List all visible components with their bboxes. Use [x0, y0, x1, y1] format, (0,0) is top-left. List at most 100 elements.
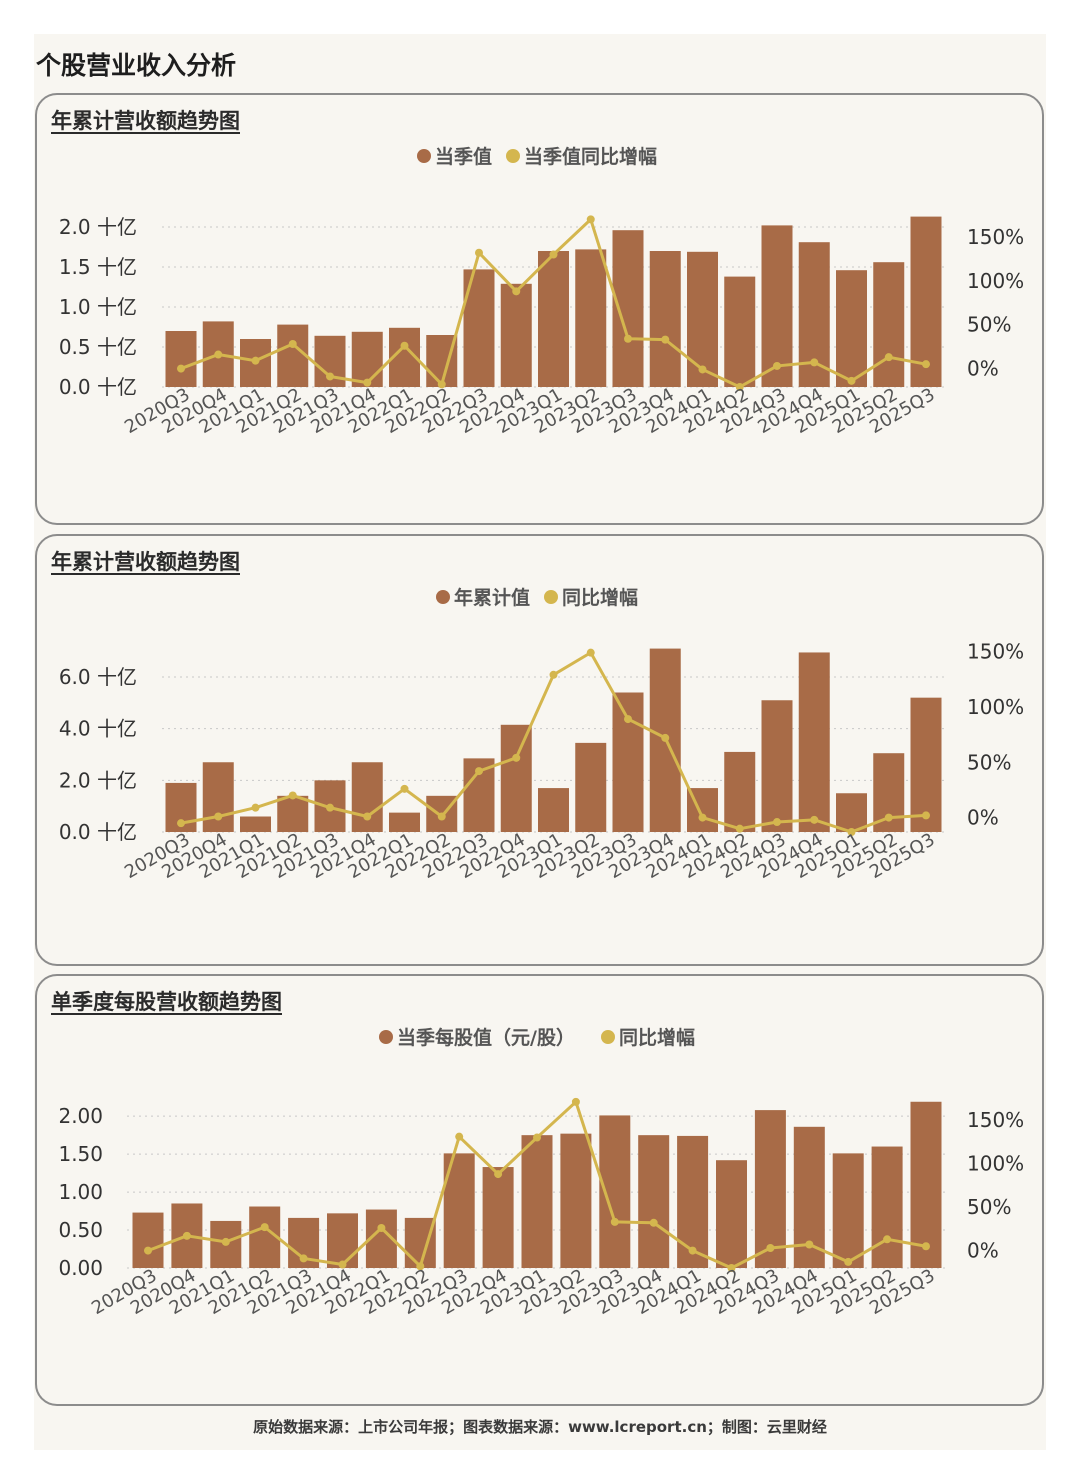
growth-point-2023Q2 [571, 1097, 580, 1106]
growth-point-2023Q1 [533, 1133, 541, 1142]
y-axis-left-tick: 0.0 十亿 [59, 820, 137, 844]
y-axis-left-tick: 0.0 十亿 [59, 375, 137, 399]
growth-point-2022Q3 [455, 1132, 464, 1141]
bar-2024Q2 [724, 751, 756, 832]
bar-2023Q2 [560, 1133, 592, 1268]
chart-title: 年累计营收额趋势图 [51, 550, 240, 574]
growth-point-2021Q3 [326, 803, 334, 812]
bar-2022Q1 [389, 812, 420, 832]
bar-2024Q2 [716, 1160, 747, 1268]
bar-2021Q2 [277, 324, 309, 387]
chart-title: 年累计营收额趋势图 [51, 109, 240, 133]
growth-point-2021Q2 [288, 340, 297, 348]
growth-point-2021Q4 [338, 1260, 347, 1269]
growth-point-2021Q4 [363, 812, 372, 821]
growth-point-2024Q2 [727, 1264, 736, 1272]
y-axis-right-tick: 0% [967, 1239, 999, 1263]
growth-point-2025Q3 [922, 811, 930, 820]
growth-point-2020Q4 [182, 1231, 191, 1240]
bar-2024Q1 [687, 251, 718, 387]
growth-point-2023Q4 [649, 1218, 658, 1227]
y-axis-right-tick: 50% [967, 313, 1011, 337]
growth-point-2021Q4 [363, 378, 372, 387]
growth-point-2022Q2 [437, 812, 446, 821]
growth-point-2024Q4 [810, 815, 819, 824]
bar-2021Q4 [327, 1213, 358, 1268]
y-axis-right-tick: 0% [967, 806, 999, 830]
y-axis-left-tick: 2.00 [58, 1104, 103, 1128]
growth-point-2025Q2 [883, 1235, 892, 1244]
legend-swatch-line [506, 149, 520, 163]
growth-point-2024Q1 [688, 1246, 697, 1255]
growth-point-2020Q4 [214, 350, 223, 359]
legend-label-line: 同比增幅 [562, 586, 638, 609]
growth-point-2024Q4 [810, 358, 819, 367]
growth-point-2021Q1 [251, 803, 260, 812]
chart-3-svg: 当季每股值（元/股） 同比增幅 0.00 0.50 1.00 1.50 2.00 0% 50% 1… [58, 1026, 1024, 1319]
y-axis-left-tick: 6.0 十亿 [59, 665, 137, 689]
growth-point-2023Q4 [661, 335, 670, 344]
growth-point-2025Q1 [847, 828, 856, 836]
bar-2025Q3 [910, 697, 942, 832]
growth-point-2022Q2 [437, 380, 446, 389]
bar-2025Q3 [910, 1101, 942, 1268]
bar-2022Q4 [482, 1167, 514, 1268]
bar-2023Q4 [638, 1135, 670, 1268]
legend-swatch-bar [417, 149, 431, 163]
growth-point-2022Q4 [494, 1170, 503, 1179]
growth-point-2024Q1 [698, 365, 707, 374]
y-axis-right-tick: 100% [967, 1152, 1024, 1176]
legend-swatch-line [544, 590, 558, 604]
bar-2023Q2 [575, 742, 607, 832]
growth-point-2020Q4 [214, 812, 223, 821]
growth-point-2022Q1 [400, 784, 409, 793]
growth-point-2025Q1 [844, 1257, 853, 1266]
y-axis-left-tick: 2.0 十亿 [59, 215, 137, 239]
growth-point-2024Q3 [766, 1243, 775, 1252]
y-axis-left-tick: 0.5 十亿 [59, 335, 137, 359]
growth-point-2024Q1 [698, 813, 707, 822]
bar-2025Q1 [836, 270, 867, 387]
growth-point-2022Q3 [475, 767, 483, 776]
bar-2024Q3 [761, 700, 793, 832]
growth-point-2025Q2 [884, 353, 893, 362]
chart-card-3: 单季度每股营收额趋势图 当季每股值（元/股） 同比增幅 0.00 0.50 1.00 1.… [35, 974, 1044, 1406]
y-axis-right-tick: 0% [967, 357, 999, 381]
footer-source: 原始数据来源：上市公司年报；图表数据来源：www.lcreport.cn；制图：… [253, 1418, 827, 1436]
legend-label-line: 当季值同比增幅 [524, 145, 657, 168]
bar-2023Q1 [521, 1135, 553, 1268]
y-axis-right-tick: 150% [967, 1108, 1024, 1132]
growth-point-2022Q4 [512, 753, 521, 762]
y-axis-left-tick: 1.0 十亿 [59, 295, 137, 319]
bar-2025Q1 [832, 1153, 864, 1268]
growth-point-2025Q2 [884, 813, 893, 822]
growth-point-2021Q1 [251, 356, 260, 365]
bar-2023Q1 [538, 788, 569, 832]
chart-card-1: 年累计营收额趋势图 当季值 当季值同比增幅 0.0 十亿 0.5 十亿 1.0 十亿 1.… [35, 93, 1044, 525]
growth-point-2023Q2 [586, 648, 595, 657]
bar-2023Q2 [575, 249, 607, 387]
bar-2023Q1 [538, 251, 569, 387]
bar-2021Q2 [277, 795, 309, 832]
growth-point-2021Q1 [221, 1237, 230, 1246]
y-axis-right-tick: 50% [967, 750, 1011, 774]
bar-2025Q2 [871, 1146, 903, 1268]
bar-2022Q4 [500, 283, 532, 387]
growth-point-2023Q3 [610, 1217, 619, 1226]
legend-swatch-bar [379, 1030, 393, 1044]
bar-2024Q3 [761, 225, 793, 387]
y-axis-left-tick: 1.5 十亿 [59, 255, 137, 279]
growth-point-2022Q3 [475, 248, 483, 257]
growth-point-2025Q3 [922, 360, 930, 369]
growth-point-2021Q2 [288, 791, 297, 800]
chart-title: 单季度每股营收额趋势图 [51, 990, 282, 1014]
bar-2024Q3 [754, 1110, 786, 1268]
growth-point-2022Q1 [400, 341, 409, 350]
growth-point-2021Q2 [260, 1223, 269, 1232]
growth-point-2022Q4 [512, 287, 521, 296]
growth-point-2020Q3 [177, 364, 185, 373]
y-axis-right-tick: 50% [967, 1195, 1011, 1219]
growth-point-2023Q2 [586, 215, 595, 224]
bar-2024Q4 [798, 652, 830, 832]
legend-swatch-bar [436, 590, 450, 604]
